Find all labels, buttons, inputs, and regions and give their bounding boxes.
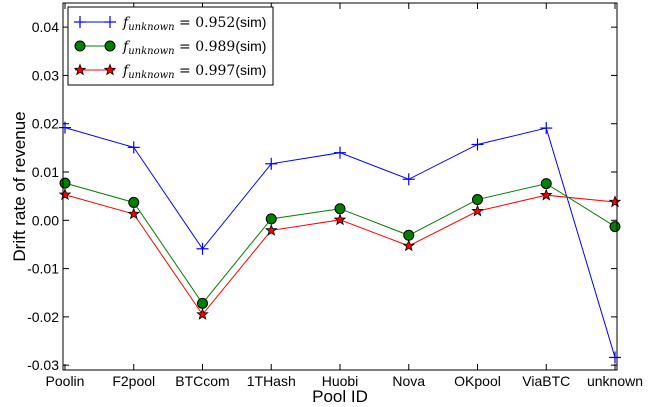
data-point	[402, 173, 415, 186]
x-tick-label: Nova	[392, 373, 425, 389]
data-point	[333, 213, 347, 226]
plot-markers	[58, 121, 622, 364]
legend-marker	[73, 63, 87, 76]
data-point	[265, 157, 278, 170]
x-tick-label: F2pool	[112, 373, 155, 389]
legend-item: funknown = 0.997(sim)	[73, 62, 266, 81]
data-point	[471, 138, 484, 151]
x-tick-label: ViaBTC	[522, 373, 570, 389]
y-tick-label: -0.02	[27, 309, 59, 325]
data-point	[471, 204, 484, 217]
legend-marker	[104, 16, 116, 28]
y-tick-label: 0.04	[32, 19, 59, 35]
x-tick-label: 1THash	[247, 373, 296, 389]
x-tick-label: BTCcom	[175, 373, 229, 389]
data-point	[196, 307, 209, 320]
y-tick-label: -0.01	[27, 261, 59, 277]
series-line-0	[64, 127, 616, 358]
legend-label: funknown = 0.997(sim)	[122, 62, 266, 81]
data-point	[59, 177, 71, 189]
data-point	[609, 351, 621, 364]
legend-marker	[103, 63, 117, 76]
legend-label: funknown = 0.989(sim)	[122, 38, 266, 57]
data-point	[127, 207, 141, 220]
series-line-1	[64, 182, 616, 305]
data-point	[264, 223, 278, 236]
data-point	[540, 122, 553, 135]
data-point	[196, 242, 209, 255]
data-point	[402, 239, 416, 252]
legend-label: funknown = 0.952(sim)	[122, 14, 266, 33]
data-point	[609, 221, 621, 233]
y-tick-label: -0.03	[27, 357, 59, 373]
y-tick-label: 0.02	[32, 116, 59, 132]
data-point	[472, 194, 483, 206]
x-tick-label: Huobi	[322, 373, 359, 389]
x-axis-label: Pool ID	[312, 387, 368, 406]
x-tick-label: Poolin	[46, 373, 85, 389]
data-point	[58, 188, 72, 201]
x-tick-label: unknown	[587, 373, 643, 389]
data-point	[540, 178, 552, 190]
y-tick-label: 0.00	[32, 212, 59, 228]
data-point	[265, 213, 277, 225]
data-point	[128, 196, 140, 208]
data-point	[127, 141, 140, 154]
data-point	[403, 229, 415, 241]
legend-item: funknown = 0.952(sim)	[74, 14, 266, 33]
legend-item: funknown = 0.989(sim)	[74, 38, 266, 57]
data-point	[539, 188, 553, 201]
legend-marker	[74, 40, 86, 52]
data-point	[334, 146, 346, 159]
plot-lines	[64, 127, 616, 358]
y-axis-label: Drift rate of revenue	[10, 111, 29, 261]
y-tick-label: 0.03	[32, 67, 59, 83]
axes: 0.04 0.03 0.02 0.01 0.00 -0.01 -0.02 -0.03Pooli…	[27, 2, 643, 389]
legend-marker	[74, 16, 86, 28]
data-point	[197, 297, 208, 309]
legend-marker	[104, 40, 116, 52]
data-point	[608, 195, 622, 208]
y-tick-label: 0.01	[32, 164, 59, 180]
data-point	[334, 203, 346, 215]
x-tick-label: OKpool	[454, 373, 501, 389]
legend: funknown = 0.952(sim) funknown = 0.989(si…	[67, 6, 274, 86]
